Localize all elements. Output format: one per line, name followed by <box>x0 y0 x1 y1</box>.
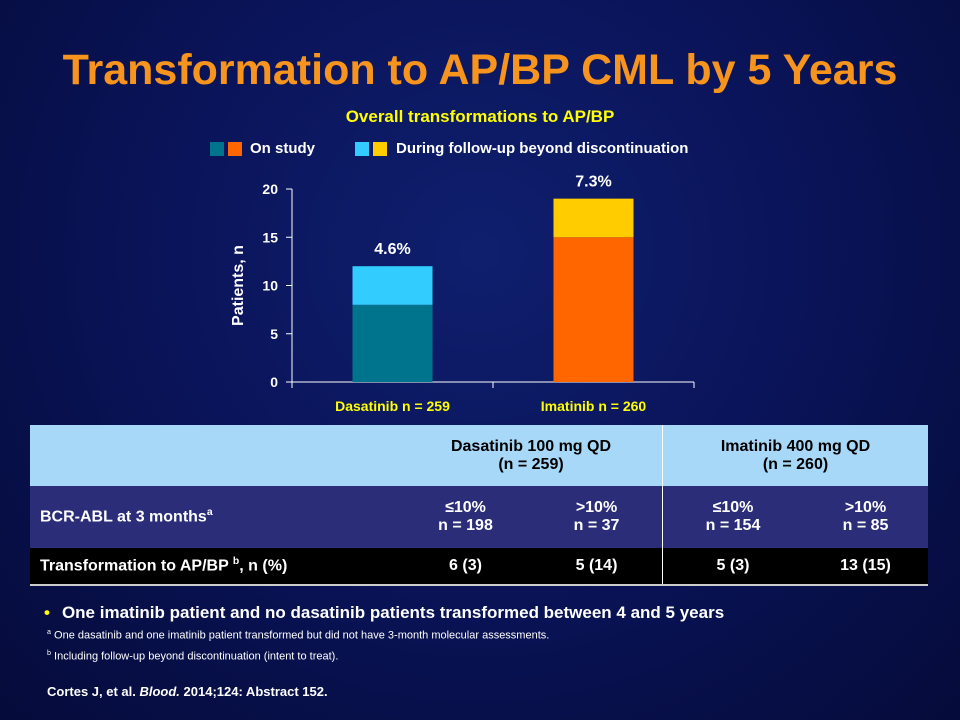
bar-segment-followup <box>553 198 634 238</box>
x-category-label: Dasatinib n = 259 <box>335 398 450 414</box>
footnote-b: b Including follow-up beyond discontinua… <box>47 649 339 663</box>
footnote-a: a One dasatinib and one imatinib patient… <box>47 628 550 642</box>
bar-segment-on-study <box>352 304 433 382</box>
bcr-cell-dasatinib-le10: ≤10% n = 198 <box>400 486 531 548</box>
transform-cell-imatinib-gt10: 13 (15) <box>803 548 928 585</box>
bar-data-label: 7.3% <box>575 174 611 191</box>
bar-chart: 0 5 10 15 20 Patients, n 4.6% Dasatinib n = 259… <box>230 174 647 414</box>
bar-segment-on-study <box>553 237 634 382</box>
bcr-cell-imatinib-gt10: >10% n = 85 <box>803 486 928 548</box>
bar-data-label: 4.6% <box>374 241 410 258</box>
header-imatinib-dose: Imatinib 400 mg QD <box>720 437 871 455</box>
legend-swatch-followup-dasatinib <box>355 142 369 156</box>
slide-title: Transformation to AP/BP CML by 5 Years <box>62 46 898 94</box>
transform-cell-dasatinib-le10: 6 (3) <box>400 548 531 585</box>
legend-swatch-on-study-dasatinib <box>210 142 224 156</box>
bcr-cell-dasatinib-gt10: >10% n = 37 <box>531 486 663 548</box>
bar-segment-followup <box>352 266 433 305</box>
table-header-row: Dasatinib 100 mg QD (n = 259) Imatinib 4… <box>30 425 928 486</box>
bcr-abl-label: BCR-ABL at 3 monthsa <box>30 486 400 548</box>
transform-cell-dasatinib-gt10: 5 (14) <box>531 548 663 585</box>
legend-swatch-followup-imatinib <box>373 142 387 156</box>
bullet-point: • One imatinib patient and no dasatinib p… <box>44 603 725 622</box>
table-header-dasatinib: Dasatinib 100 mg QD (n = 259) <box>400 425 663 486</box>
y-tick-label: 20 <box>262 181 278 197</box>
y-axis-label: Patients, n <box>230 245 247 326</box>
x-category-label: Imatinib n = 260 <box>541 398 647 414</box>
transformation-label: Transformation to AP/BP b, n (%) <box>30 548 400 585</box>
bcr-cell-imatinib-le10: ≤10% n = 154 <box>662 486 803 548</box>
header-dasatinib-n: (n = 259) <box>498 455 564 473</box>
results-table: Dasatinib 100 mg QD (n = 259) Imatinib 4… <box>30 425 928 586</box>
y-tick-label: 5 <box>270 326 278 342</box>
legend-label-on-study: On study <box>250 140 316 157</box>
table-header-empty <box>30 425 400 486</box>
y-tick-label: 0 <box>270 374 278 390</box>
y-tick-label: 15 <box>262 229 278 245</box>
bullet-dot-icon: • <box>44 603 50 622</box>
table-row-transformation: Transformation to AP/BP b, n (%) 6 (3) 5… <box>30 548 928 585</box>
legend-label-followup: During follow-up beyond discontinuation <box>396 140 689 157</box>
y-tick-label: 10 <box>262 278 278 294</box>
chart-title: Overall transformations to AP/BP <box>345 107 615 126</box>
transform-cell-imatinib-le10: 5 (3) <box>662 548 803 585</box>
header-dasatinib-dose: Dasatinib 100 mg QD <box>450 437 612 455</box>
header-imatinib-n: (n = 260) <box>762 455 829 473</box>
table-header-imatinib: Imatinib 400 mg QD (n = 260) <box>662 425 928 486</box>
legend-swatch-on-study-imatinib <box>228 142 242 156</box>
citation: Cortes J, et al. Blood. 2014;124: Abstra… <box>47 684 328 699</box>
table-row-bcr-abl: BCR-ABL at 3 monthsa ≤10% n = 198 >10% n =… <box>30 486 928 548</box>
